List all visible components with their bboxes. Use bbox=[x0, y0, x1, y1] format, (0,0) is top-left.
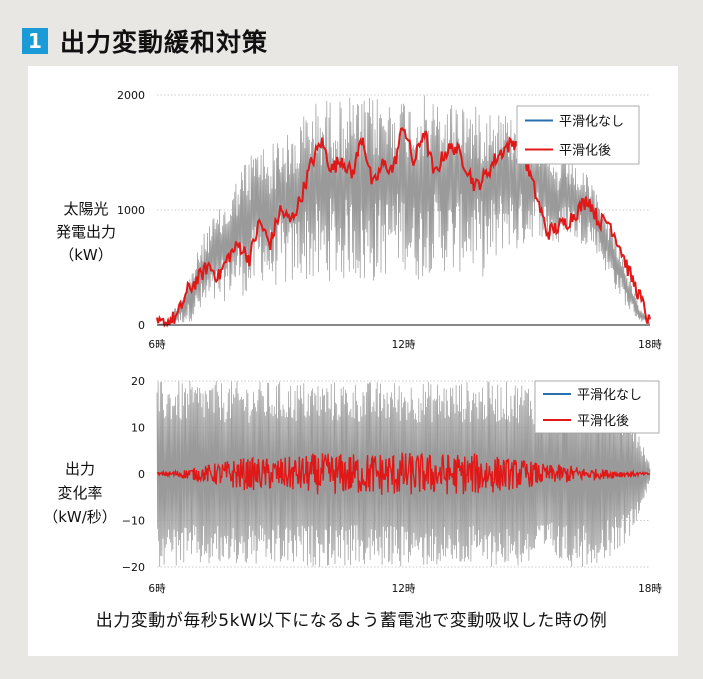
y-tick-label: −20 bbox=[122, 561, 145, 574]
y-tick-label: 1000 bbox=[117, 204, 145, 217]
series-line-smoothed bbox=[156, 127, 651, 328]
x-tick-label: 12時 bbox=[392, 583, 416, 595]
figure-title: 出力変動緩和対策 bbox=[60, 28, 269, 57]
legend-box bbox=[516, 105, 640, 165]
figure-number-badge: 1 bbox=[22, 28, 48, 54]
legend-label: 平滑化なし bbox=[559, 115, 624, 130]
legend-label: 平滑化なし bbox=[577, 388, 642, 403]
figure-caption: 出力変動が毎秒5kW以下になるよう蓄電池で変動吸収した時の例 bbox=[95, 611, 608, 631]
y-tick-label: 0 bbox=[138, 319, 145, 332]
x-tick-label: 12時 bbox=[392, 339, 416, 351]
legend-label: 平滑化後 bbox=[559, 144, 611, 159]
y-tick-label: 20 bbox=[131, 375, 145, 388]
y-axis-label: 変化率 bbox=[57, 484, 102, 502]
series-line-smoothed bbox=[156, 452, 651, 495]
y-tick-label: 2000 bbox=[117, 89, 145, 102]
y-axis-label: （kW/秒） bbox=[43, 508, 117, 526]
y-axis-label: 出力 bbox=[65, 460, 95, 478]
y-axis-label: 太陽光 bbox=[63, 200, 108, 218]
series-line-raw bbox=[157, 95, 651, 327]
y-tick-label: 10 bbox=[131, 422, 145, 435]
legend-label: 平滑化後 bbox=[577, 414, 629, 429]
y-axis-label: （kW） bbox=[59, 246, 113, 264]
y-axis-label: 発電出力 bbox=[56, 223, 116, 241]
x-tick-label: 6時 bbox=[148, 339, 166, 351]
y-tick-label: 0 bbox=[138, 468, 145, 481]
y-tick-label: −10 bbox=[122, 515, 145, 528]
legend-box bbox=[534, 380, 660, 434]
x-tick-label: 6時 bbox=[148, 583, 166, 595]
figure-header: 1 出力変動緩和対策 bbox=[22, 24, 268, 58]
x-tick-label: 18時 bbox=[638, 339, 662, 351]
x-tick-label: 18時 bbox=[638, 583, 662, 595]
